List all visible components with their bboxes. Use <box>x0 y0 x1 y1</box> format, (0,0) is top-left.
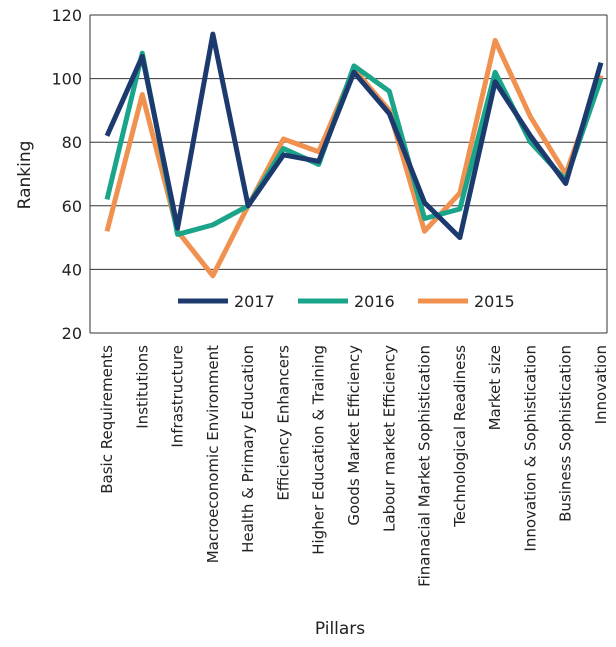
x-tick-label: Labour market Efficiency <box>380 345 398 532</box>
y-tick-label: 100 <box>51 70 82 89</box>
x-tick-label: Market size <box>486 345 504 430</box>
x-tick-label: Business Sophistication <box>557 345 575 522</box>
x-tick-label: Basic Requirements <box>98 345 116 494</box>
x-axis-label: Pillars <box>315 619 365 639</box>
legend-label: 2016 <box>354 292 395 311</box>
x-tick-label: Innovation <box>592 345 610 424</box>
x-tick-label: Institutions <box>133 345 151 429</box>
y-tick-label: 20 <box>62 324 82 343</box>
y-tick-label: 40 <box>62 260 82 279</box>
y-tick-label: 80 <box>62 133 82 152</box>
y-axis-label: Ranking <box>15 141 35 210</box>
x-tick-label: Innovation & Sophistication <box>521 345 539 552</box>
series-line <box>104 31 604 241</box>
x-tick-label: Health & Primary Education <box>239 345 257 553</box>
x-tick-label: Infrastructure <box>169 345 187 448</box>
y-tick-label: 120 <box>51 6 82 25</box>
legend-label: 2017 <box>234 292 275 311</box>
x-tick-label: Higher Education & Training <box>310 345 328 555</box>
x-tick-label: Technological Readiness <box>451 345 469 528</box>
y-tick-label: 60 <box>62 197 82 216</box>
x-tick-label: Efficiency Enhancers <box>274 345 292 501</box>
legend-label: 2015 <box>474 292 515 311</box>
x-tick-label: Goods Market Efficiency <box>345 345 363 526</box>
x-tick-label: Finanacial Market Sophistication <box>416 345 434 587</box>
x-tick-label: Macroeconomic Environment <box>204 345 222 563</box>
